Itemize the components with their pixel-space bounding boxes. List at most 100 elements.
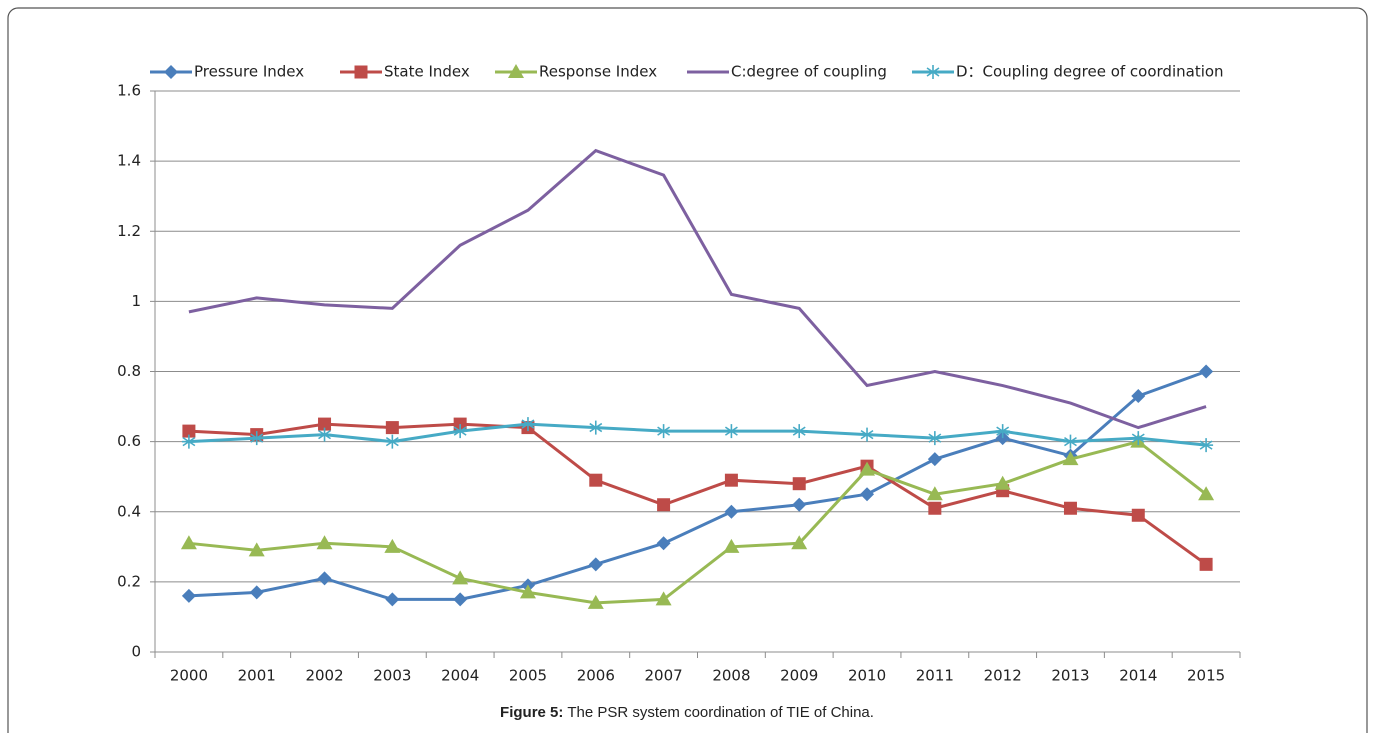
caption: Figure 5: The PSR system coordination of …	[500, 704, 874, 721]
marker	[1062, 451, 1079, 466]
marker	[656, 424, 671, 439]
marker	[657, 498, 671, 512]
marker	[1063, 501, 1077, 515]
series-line	[188, 422, 1207, 447]
series-line	[188, 422, 1207, 566]
marker	[995, 431, 1010, 446]
marker	[995, 424, 1010, 439]
marker	[316, 535, 333, 550]
marker	[317, 427, 332, 442]
marker	[453, 592, 468, 607]
marker	[927, 452, 942, 467]
marker	[519, 584, 536, 599]
legend-label: Response Index	[539, 63, 657, 81]
marker	[589, 473, 603, 487]
y-tick-label: 0.4	[117, 502, 141, 520]
legend-label: D：Coupling degree of coordination	[956, 63, 1224, 81]
marker	[385, 421, 399, 435]
marker	[588, 420, 603, 435]
x-tick-label: 2003	[373, 667, 411, 685]
marker	[318, 417, 332, 431]
y-tick-label: 0.2	[117, 572, 141, 590]
x-tick-label: 2014	[1119, 667, 1157, 685]
y-tick-label: 0.8	[117, 362, 141, 380]
marker	[587, 594, 604, 609]
marker	[508, 64, 524, 78]
legend-label: State Index	[384, 63, 470, 81]
marker	[453, 417, 467, 431]
marker	[164, 65, 178, 79]
marker	[860, 427, 875, 442]
series-line	[188, 439, 1208, 605]
marker	[792, 477, 806, 491]
marker	[927, 431, 942, 446]
marker	[1198, 486, 1215, 501]
marker	[724, 504, 739, 519]
marker	[385, 434, 400, 449]
marker	[452, 570, 469, 585]
marker	[317, 571, 332, 586]
y-tick-label: 0	[131, 643, 141, 661]
marker	[656, 536, 671, 551]
x-tick-label: 2000	[170, 667, 208, 685]
x-tick-label: 2001	[238, 667, 276, 685]
marker	[926, 65, 940, 79]
marker	[1063, 434, 1078, 449]
marker	[792, 497, 807, 512]
marker	[723, 538, 740, 553]
marker	[385, 592, 400, 607]
marker	[181, 434, 196, 449]
y-tick-label: 0.6	[117, 432, 141, 450]
marker	[520, 417, 535, 432]
x-tick-label: 2015	[1187, 667, 1225, 685]
marker	[181, 588, 196, 603]
marker	[249, 585, 264, 600]
marker	[926, 486, 943, 501]
x-tick-label: 2004	[441, 667, 479, 685]
marker	[354, 65, 368, 79]
marker	[792, 424, 807, 439]
figure-frame	[7, 7, 1368, 737]
y-tick-label: 1.2	[117, 222, 141, 240]
marker	[860, 487, 875, 502]
caption-label: Figure 5:	[500, 704, 563, 721]
marker	[994, 475, 1011, 490]
marker	[1199, 557, 1213, 571]
marker	[453, 424, 468, 439]
x-tick-label: 2005	[509, 667, 547, 685]
series-line	[188, 148, 1207, 430]
marker	[928, 501, 942, 515]
marker	[1131, 389, 1146, 404]
marker	[182, 424, 196, 438]
x-tick-label: 2013	[1051, 667, 1089, 685]
x-tick-label: 2011	[916, 667, 954, 685]
marker	[180, 535, 197, 550]
series-line	[188, 370, 1207, 601]
marker	[791, 535, 808, 550]
y-tick-label: 1.6	[117, 82, 141, 100]
legend-label: C:degree of coupling	[731, 63, 887, 81]
x-tick-label: 2010	[848, 667, 886, 685]
marker	[384, 538, 401, 553]
x-tick-label: 2007	[645, 667, 683, 685]
x-tick-label: 2002	[305, 667, 343, 685]
marker	[1199, 364, 1214, 379]
marker	[588, 557, 603, 572]
marker	[249, 431, 264, 446]
x-tick-label: 2008	[712, 667, 750, 685]
y-tick-label: 1.4	[117, 152, 141, 170]
x-tick-label: 2009	[780, 667, 818, 685]
marker	[655, 591, 672, 606]
legend-label: Pressure Index	[194, 63, 304, 81]
marker	[724, 473, 738, 487]
marker	[859, 461, 876, 476]
marker	[1131, 431, 1146, 446]
marker	[1131, 508, 1145, 522]
x-tick-label: 2006	[577, 667, 615, 685]
marker	[724, 424, 739, 439]
y-tick-label: 1	[131, 292, 141, 310]
marker	[248, 542, 265, 557]
caption-text: The PSR system coordination of TIE of Ch…	[567, 704, 874, 721]
